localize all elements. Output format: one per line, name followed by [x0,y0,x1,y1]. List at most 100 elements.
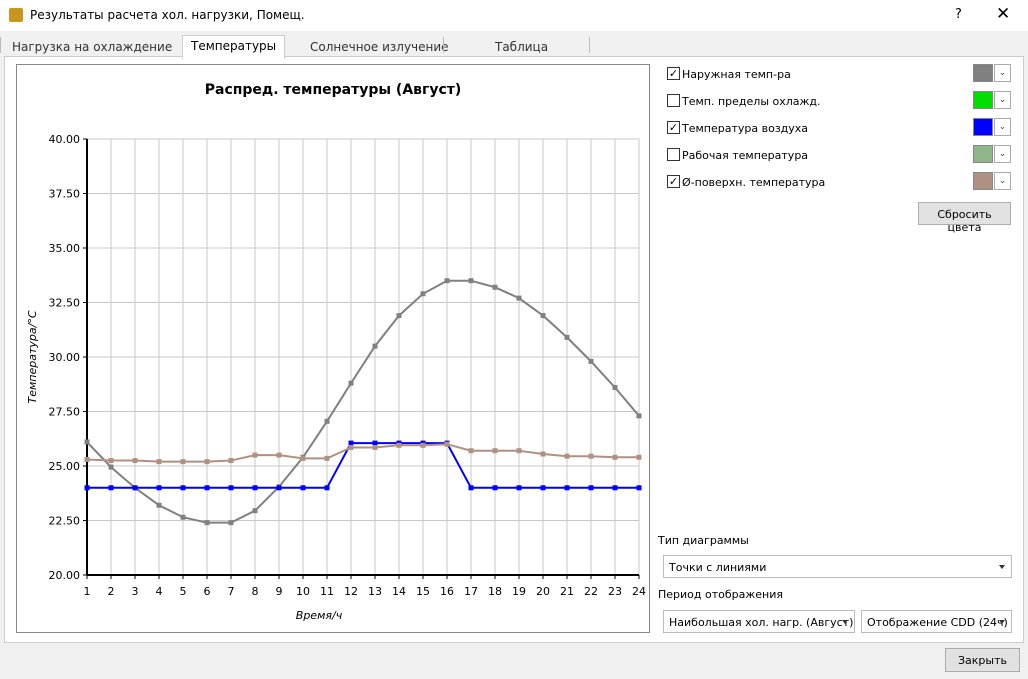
point-marker [420,291,426,297]
series-line [86,279,640,524]
tab-separator [443,37,444,53]
reset-colors-button[interactable]: Сбросить цвета [918,202,1011,234]
series-checkbox[interactable]: ✓ [667,67,680,80]
color-swatch[interactable] [973,145,993,163]
point-marker [540,313,546,319]
chart-type-label: Тип диаграммы [658,534,749,547]
y-tick-label: 20.00 [49,569,81,582]
series-label[interactable]: Температура воздуха [682,122,809,135]
x-axis-label: Время/ч [296,609,343,622]
y-tick-label: 30.00 [49,351,81,364]
series-label[interactable]: Темп. пределы охлажд. [682,95,821,108]
chart-type-select[interactable]: Точки с линиями [663,555,1012,578]
tab[interactable]: Солнечное излучение [310,40,449,54]
x-tick-label: 5 [180,585,187,598]
point-marker [276,452,282,458]
point-marker [228,485,234,491]
title-bar [0,0,1028,31]
point-marker [324,455,330,461]
x-tick-label: 24 [632,585,646,598]
point-marker [132,485,138,491]
color-dropdown[interactable]: ⌄ [994,145,1011,163]
x-tick-label: 8 [252,585,259,598]
point-marker [444,278,450,284]
color-dropdown[interactable]: ⌄ [994,172,1011,190]
x-tick-label: 3 [132,585,139,598]
point-marker [348,444,354,450]
point-marker [300,455,306,461]
series-label[interactable]: Рабочая температура [682,149,809,162]
point-marker [468,278,474,284]
point-marker [204,485,210,491]
y-tick-label: 37.50 [49,188,81,201]
color-swatch[interactable] [973,64,993,82]
tab[interactable]: Таблица [495,40,549,54]
point-marker [396,313,402,319]
x-tick-label: 14 [392,585,406,598]
close-icon[interactable]: ✕ [996,4,1011,24]
point-marker [612,385,618,391]
x-tick-label: 15 [416,585,430,598]
point-marker [588,358,594,364]
series-checkbox[interactable]: ✓ [667,175,680,188]
point-marker [612,454,618,460]
y-tick-label: 35.00 [49,242,81,255]
series-label[interactable]: Ø-поверхн. температура [682,176,826,189]
tab[interactable]: Температуры [182,35,286,59]
x-tick-label: 11 [320,585,334,598]
point-marker [156,459,162,465]
point-marker [180,514,186,520]
close-button[interactable]: Закрыть [945,648,1020,672]
tab[interactable]: Нагрузка на охлаждение [12,40,173,54]
x-tick-label: 16 [440,585,454,598]
point-marker [540,451,546,457]
color-dropdown[interactable]: ⌄ [994,64,1011,82]
color-swatch[interactable] [973,172,993,190]
point-marker [468,485,474,491]
x-tick-label: 23 [608,585,622,598]
point-marker [492,284,498,290]
point-marker [84,485,90,491]
period-label: Период отображения [658,588,784,601]
color-swatch[interactable] [973,91,993,109]
y-tick-label: 22.50 [49,515,81,528]
series-checkbox[interactable]: ✓ [667,121,680,134]
point-marker [468,448,474,454]
point-marker [564,334,570,340]
series-label[interactable]: Наружная темп-ра [682,68,791,81]
series-line [86,443,639,463]
color-dropdown[interactable]: ⌄ [994,118,1011,136]
point-marker [516,295,522,301]
point-marker [636,413,642,419]
point-marker [108,458,114,464]
period-select[interactable]: Наибольшая хол. нагр. (Август) [663,610,855,633]
point-marker [348,440,354,446]
x-tick-label: 10 [296,585,310,598]
x-tick-label: 20 [536,585,550,598]
x-tick-label: 22 [584,585,598,598]
color-swatch[interactable] [973,118,993,136]
color-dropdown[interactable]: ⌄ [994,91,1011,109]
point-marker [564,453,570,459]
point-marker [204,520,210,526]
point-marker [84,456,90,462]
point-marker [396,442,402,448]
point-marker [492,448,498,454]
x-tick-label: 4 [156,585,163,598]
point-marker [372,444,378,450]
x-tick-label: 13 [368,585,382,598]
point-marker [444,441,450,447]
point-marker [420,442,426,448]
point-marker [324,485,330,491]
point-marker [108,485,114,491]
series-checkbox[interactable] [667,94,680,107]
chart: Распред. температуры (Август) Время/ч Те… [16,64,650,633]
point-marker [492,485,498,491]
chart-title: Распред. температуры (Август) [205,82,462,98]
point-marker [228,458,234,464]
series-checkbox[interactable] [667,148,680,161]
help-button[interactable]: ? [955,7,962,22]
x-tick-label: 7 [228,585,235,598]
display-select[interactable]: Отображение CDD (24ч) [861,610,1012,633]
point-marker [204,459,210,465]
